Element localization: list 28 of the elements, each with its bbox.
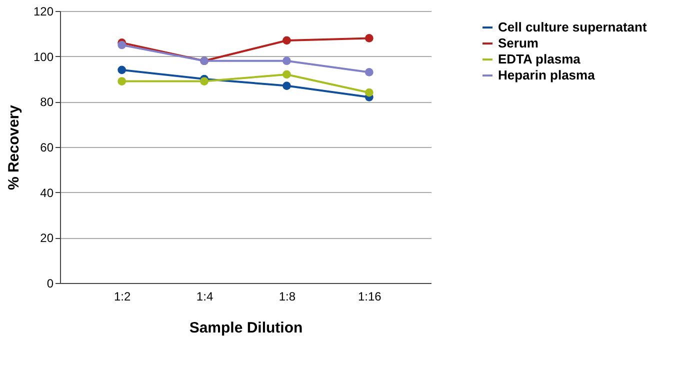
x-tick-label: 1:2 — [114, 290, 131, 304]
point — [364, 68, 374, 76]
point — [118, 77, 126, 86]
legend-label: Serum — [498, 36, 538, 50]
point — [364, 34, 374, 42]
x-tick-label: 1:8 — [278, 290, 296, 304]
y-tick-label: 60 — [40, 140, 54, 154]
point — [282, 82, 291, 90]
x-tick-label: 1:4 — [196, 290, 214, 304]
legend-label: EDTA plasma — [498, 52, 582, 66]
y-tick-label: 0 — [46, 276, 54, 290]
y-tick-label: 100 — [33, 50, 54, 64]
legend-label: Heparin plasma — [498, 68, 596, 82]
point — [118, 66, 126, 74]
x-axis-title: Sample Dilution — [189, 320, 303, 336]
x-tick-label: 1:16 — [358, 290, 382, 304]
y-tick-label: 80 — [40, 95, 54, 110]
point — [364, 88, 374, 97]
point — [200, 77, 208, 86]
y-tick-label: 120 — [33, 4, 54, 18]
y-tick-label: 40 — [40, 186, 54, 200]
point — [282, 70, 291, 79]
point — [282, 36, 291, 45]
point — [118, 40, 126, 50]
y-tick-label: 20 — [40, 231, 54, 246]
point — [282, 56, 291, 66]
y-axis-title: % Recovery — [5, 104, 22, 190]
legend-label: Cell culture supernatant — [498, 20, 648, 34]
